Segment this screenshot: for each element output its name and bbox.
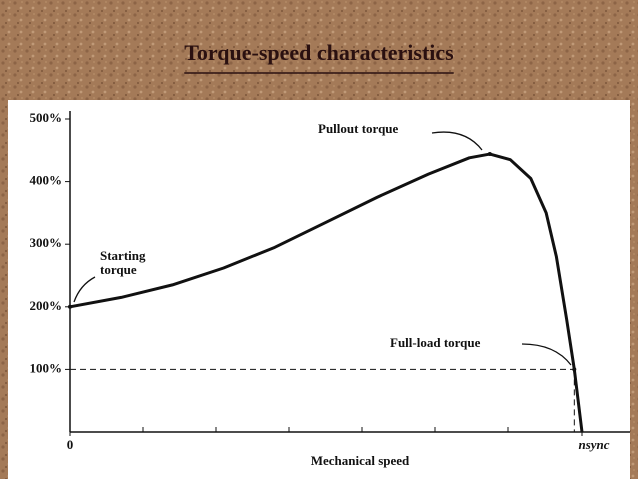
annotation: torque [100, 262, 137, 277]
plot: 100% 200% 300% 400% 500% 0 nsync Mechanical spe… [30, 110, 630, 468]
annotation: Full-load torque [390, 335, 481, 350]
annotation-point [487, 152, 492, 157]
chart-panel [8, 100, 630, 479]
y-tick-label: 200% [30, 298, 63, 313]
annotation: Pullout torque [318, 121, 399, 136]
y-tick-label: 500% [30, 110, 63, 125]
chart-title: Torque-speed characteristics [184, 40, 454, 65]
x-tick-label: 0 [67, 437, 74, 452]
torque-curve [69, 152, 584, 433]
y-tick-label: 300% [30, 235, 63, 250]
y-tick-label: 100% [30, 360, 63, 375]
annotation-arrow [73, 276, 96, 303]
annotation-arrow [431, 131, 483, 151]
annotation-point [68, 304, 72, 309]
annotation-arrow [521, 343, 572, 366]
annotation: Starting [100, 248, 146, 263]
x-tick-label: nsync [578, 437, 609, 452]
y-tick-label: 400% [30, 173, 63, 188]
x-axis-label: Mechanical speed [311, 453, 410, 468]
